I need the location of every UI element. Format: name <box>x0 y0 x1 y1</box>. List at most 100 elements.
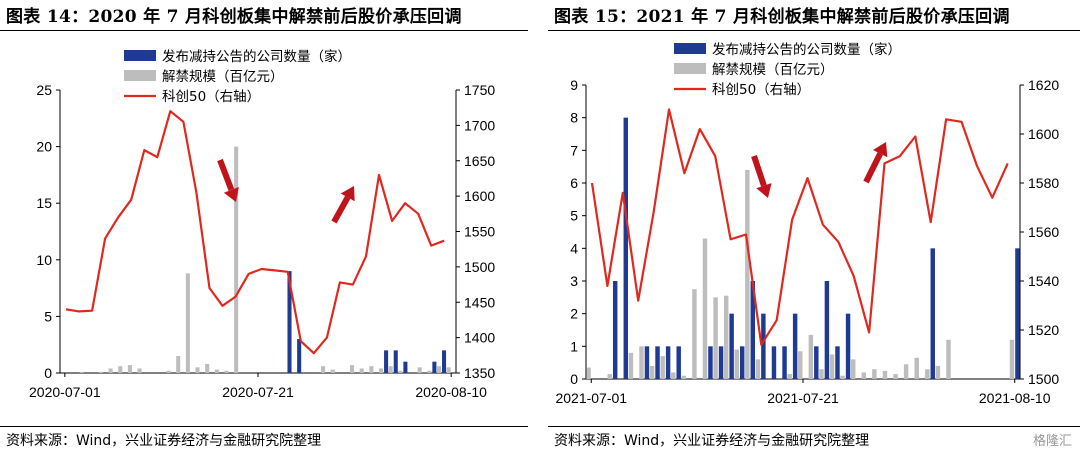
bar-release-scale <box>330 369 335 373</box>
left-axis-tick-label: 25 <box>36 82 52 98</box>
legend-swatch-scale <box>124 70 156 81</box>
bar-reduction-count <box>835 346 840 379</box>
bar-release-scale <box>224 370 229 373</box>
bar-release-scale <box>745 169 750 379</box>
bar-release-scale <box>734 349 739 379</box>
left-axis-tick-label: 8 <box>570 110 578 126</box>
left-axis-tick-label: 6 <box>570 175 578 191</box>
bar-reduction-count <box>739 346 745 379</box>
right-axis-tick-label: 1620 <box>1028 77 1059 93</box>
bar-release-scale <box>379 368 384 373</box>
bar-release-scale <box>798 351 803 379</box>
x-axis-tick-label: 2021-07-01 <box>555 390 627 406</box>
left-axis-tick-label: 2 <box>570 306 578 322</box>
bar-release-scale <box>359 368 364 373</box>
bar-reduction-count <box>845 313 851 379</box>
bar-release-scale <box>607 374 612 379</box>
bar-release-scale <box>118 366 123 373</box>
left-axis-tick-label: 7 <box>570 142 578 158</box>
bar-reduction-count <box>708 346 713 379</box>
left-axis-tick-label: 0 <box>570 371 578 387</box>
bar-release-scale <box>417 367 422 373</box>
chart-title-right: 图表 15：2021 年 7 月科创板集中解禁前后股价承压回调 <box>554 7 1010 27</box>
left-axis-tick-label: 0 <box>44 365 52 381</box>
bar-release-scale <box>108 368 113 373</box>
bar-release-scale <box>79 371 84 373</box>
bar-release-scale <box>350 365 355 373</box>
bar-release-scale <box>398 370 403 373</box>
left-axis-tick-label: 1 <box>570 338 578 354</box>
arrow-up-head <box>340 186 355 202</box>
bar-reduction-count <box>297 339 302 373</box>
bar-reduction-count <box>729 313 734 379</box>
legend-label: 发布减持公告的公司数量（家） <box>162 48 351 65</box>
bar-release-scale <box>176 356 181 373</box>
chart-panel-left: 图表 14：2020 年 7 月科创板集中解禁前后股价承压回调 0 5 10 15 20… <box>0 0 528 453</box>
bar-release-scale <box>137 368 142 373</box>
bar-reduction-count <box>612 281 618 379</box>
bar-reduction-count <box>782 346 787 379</box>
arrow-up-head <box>873 142 888 158</box>
bar-release-scale <box>127 365 132 373</box>
left-axis-tick-label: 5 <box>44 308 52 324</box>
right-axis-tick-label: 1650 <box>464 153 495 169</box>
right-axis-tick-label: 1500 <box>1028 371 1059 387</box>
legend-swatch-count <box>674 43 706 54</box>
right-axis-tick-label: 1600 <box>464 188 495 204</box>
bar-release-scale <box>166 370 171 373</box>
left-axis-tick-label: 4 <box>570 240 578 256</box>
bar-release-scale <box>427 370 432 373</box>
bar-release-scale <box>872 369 877 379</box>
bar-reduction-count <box>287 271 292 373</box>
right-axis-tick-label: 1520 <box>1028 322 1059 338</box>
chart-left: 0 5 10 15 20 25 1350 1400 1450 1500 1550 1600 1650 17… <box>29 48 495 400</box>
x-axis-tick-label: 2020-08-10 <box>415 384 487 400</box>
bar-reduction-count <box>393 350 398 373</box>
bar-reduction-count <box>814 346 819 379</box>
bar-release-scale <box>829 354 835 379</box>
bar-release-scale <box>692 289 697 379</box>
bar-release-scale <box>1009 339 1015 379</box>
bar-release-scale <box>628 352 634 379</box>
bar-reduction-count <box>824 281 830 379</box>
legend-label: 解禁规模（百亿元） <box>712 62 834 78</box>
x-axis-tick-label: 2020-07-01 <box>29 384 101 400</box>
title-rule-right <box>548 30 1080 31</box>
bar-release-scale <box>388 366 393 373</box>
source-note-right: 资料来源：Wind，兴业证券经济与金融研究院整理 <box>554 433 870 449</box>
right-axis-tick-label: 1350 <box>464 365 495 381</box>
right-axis-tick-label: 1750 <box>464 82 495 98</box>
title-rule-left <box>0 30 528 31</box>
arrow-down-head <box>756 183 772 198</box>
bar-release-scale <box>840 375 845 379</box>
bar-reduction-count <box>676 346 681 379</box>
source-rule-right <box>548 426 1080 427</box>
left-axis-tick-label: 15 <box>36 195 52 211</box>
line-star50-index <box>65 110 445 355</box>
right-axis-tick-label: 1580 <box>1028 175 1059 191</box>
bar-release-scale <box>185 273 190 373</box>
bar-reduction-count <box>761 313 766 379</box>
right-axis-tick-label: 1540 <box>1028 273 1059 289</box>
arrow-down-shaft <box>217 158 235 191</box>
arrow-down-shaft <box>751 155 767 187</box>
bar-release-scale <box>946 339 951 379</box>
source-note-left: 资料来源：Wind，兴业证券经济与金融研究院整理 <box>6 433 322 449</box>
bar-release-scale <box>205 363 210 373</box>
bar-release-scale <box>893 374 898 379</box>
bar-release-scale <box>882 370 888 379</box>
right-axis-tick-label: 1700 <box>464 117 495 133</box>
right-axis-tick-label: 1600 <box>1028 126 1059 142</box>
bar-release-scale <box>702 238 708 379</box>
bar-release-scale <box>861 372 867 379</box>
bar-release-scale <box>935 365 941 379</box>
bar-reduction-count <box>655 346 660 379</box>
source-rule-left <box>0 426 528 427</box>
bar-release-scale <box>234 146 239 373</box>
bar-release-scale <box>98 371 103 373</box>
bar-release-scale <box>436 366 442 373</box>
arrow-up-shaft <box>863 152 883 184</box>
bar-release-scale <box>671 372 676 379</box>
watermark-logo: 格隆汇 <box>1032 434 1072 449</box>
right-axis-tick-label: 1560 <box>1028 224 1059 240</box>
